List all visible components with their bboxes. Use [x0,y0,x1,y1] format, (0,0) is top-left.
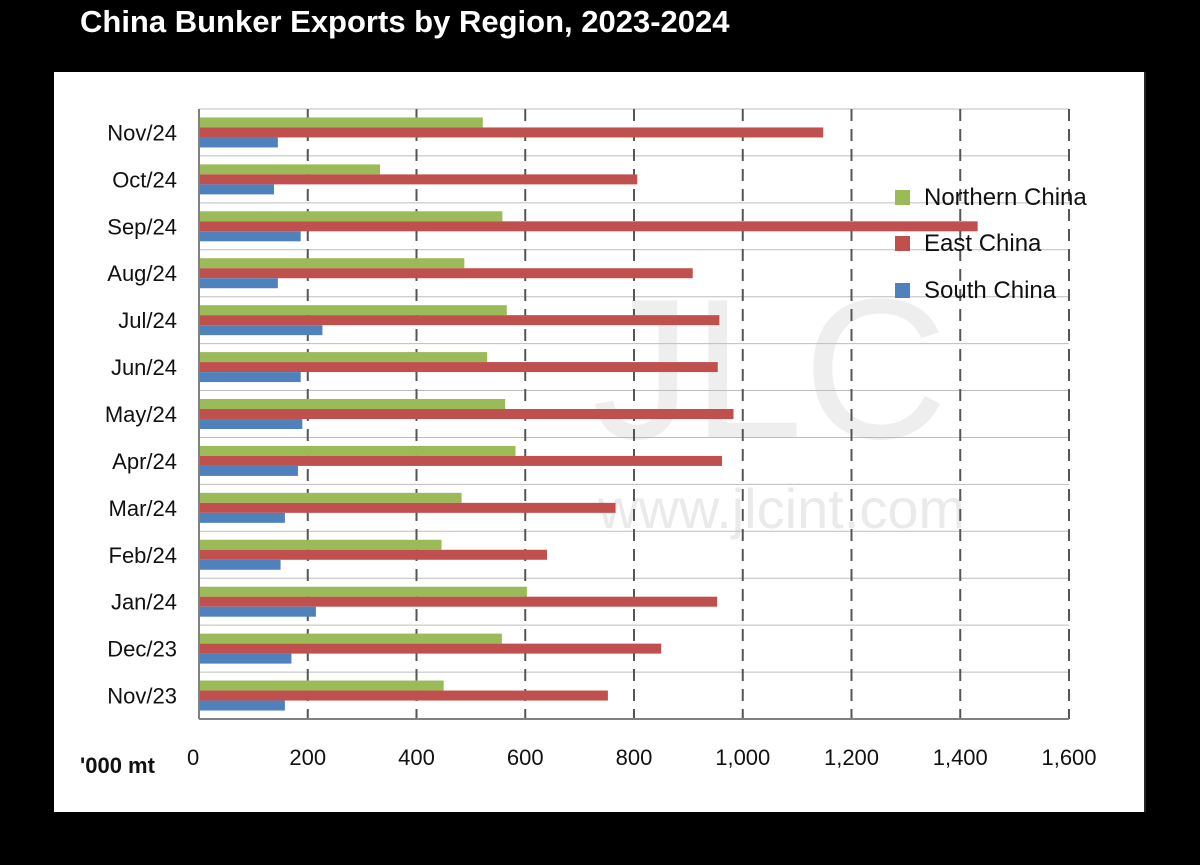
x-tick-label: 1,600 [1041,745,1096,770]
bar-south-china [199,231,301,242]
bar-south-china [199,184,275,195]
category-labels: Nov/24 Oct/24 Sep/24 Aug/24 Jul/24 Jun/24 May/… [105,120,177,708]
category-label: Jun/24 [111,355,177,380]
bar-south-china [199,465,298,476]
bar-south-china [199,372,301,383]
bar-northern-china [199,352,488,363]
category-label: Mar/24 [109,496,177,521]
x-tick-label: 0 [187,745,199,770]
category-label: Apr/24 [112,449,177,474]
bar-northern-china [199,586,527,597]
bar-east-china [199,596,718,607]
bar-northern-china [199,305,507,316]
bar-east-china [199,455,723,466]
category-label: Nov/24 [107,120,177,145]
category-label: Dec/23 [107,637,177,662]
legend-label-east-china: East China [924,230,1042,257]
legend-swatch-east-china [895,236,910,251]
bar-east-china [199,315,720,326]
bar-northern-china [199,633,502,644]
x-tick-labels: 0 200 400 600 800 1,000 1,200 1,400 1,600 [187,745,1097,770]
bar-south-china [199,419,303,429]
x-tick-label: 200 [289,745,326,770]
chart-title: China Bunker Exports by Region, 2023-202… [80,4,730,39]
bar-east-china [199,362,718,373]
x-tick-label: 600 [507,745,544,770]
watermark: JLC www.jlcint.com [592,258,965,540]
category-label: Oct/24 [112,167,177,192]
bar-northern-china [199,445,516,456]
legend-label-northern-china: Northern China [924,184,1087,211]
legend-swatch-northern-china [895,190,910,205]
category-label: Feb/24 [109,543,178,568]
watermark-url-text: www.jlcint.com [597,477,965,540]
bar-east-china [199,174,638,185]
bars [199,117,978,711]
legend-swatch-south-china [895,283,910,298]
category-label: Aug/24 [107,261,177,286]
x-tick-label: 1,000 [715,745,770,770]
category-label: Sep/24 [107,214,177,239]
x-axis-unit-label: '000 mt [80,753,156,778]
bar-east-china [199,690,608,701]
bar-northern-china [199,680,444,691]
bar-northern-china [199,164,381,175]
bar-east-china [199,268,693,279]
bar-east-china [199,221,978,232]
bar-northern-china [199,539,442,550]
bar-south-china [199,512,285,523]
bar-northern-china [199,258,465,269]
legend-label-south-china: South China [924,277,1057,304]
axes [198,109,1069,720]
bar-south-china [199,700,285,711]
x-tick-label: 400 [398,745,435,770]
bar-northern-china [199,399,506,409]
bar-south-china [199,559,281,570]
bar-south-china [199,653,292,664]
x-tick-label: 800 [616,745,653,770]
category-label: Nov/23 [107,684,177,709]
bar-south-china [199,278,278,289]
legend: Northern China East China South China [895,184,1087,304]
category-label: Jan/24 [111,590,177,615]
bar-east-china [199,127,824,138]
panel-edge [1144,72,1146,812]
x-tick-label: 1,400 [933,745,988,770]
bar-south-china [199,325,323,336]
bar-south-china [199,137,278,148]
bar-east-china [199,549,547,560]
bar-east-china [199,409,734,419]
bar-northern-china [199,117,483,128]
bar-northern-china [199,492,462,503]
category-label: Jul/24 [118,308,177,333]
bar-south-china [199,606,316,617]
x-tick-label: 1,200 [824,745,879,770]
bar-northern-china [199,211,503,222]
category-label: May/24 [105,402,177,427]
bar-east-china [199,643,662,654]
bar-east-china [199,502,616,513]
